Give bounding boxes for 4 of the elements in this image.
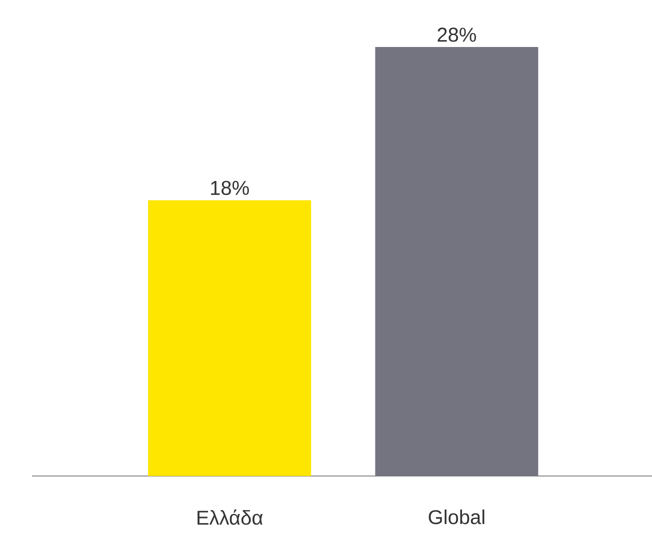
data-label: 18% [211,180,249,196]
data-label: 28% [438,28,476,42]
x-tick-label: Global [428,510,484,524]
x-tick-label: Ελλάδα [198,510,263,525]
